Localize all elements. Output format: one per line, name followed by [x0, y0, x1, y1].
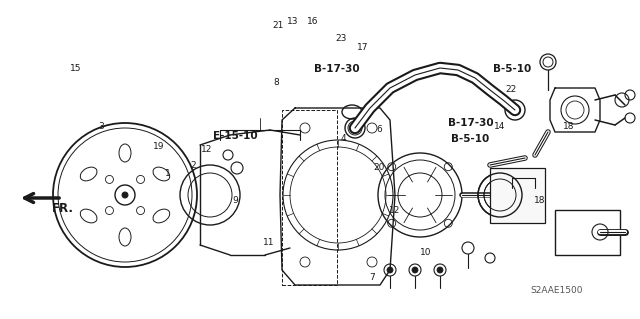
Bar [282, 110, 337, 285]
Text: 23: 23 [335, 34, 347, 43]
Text: 16: 16 [307, 17, 318, 26]
Circle shape [412, 267, 418, 273]
Bar [555, 210, 620, 255]
Text: 18: 18 [563, 122, 574, 130]
Text: 1: 1 [165, 169, 170, 178]
Text: 15: 15 [70, 64, 81, 73]
Text: 14: 14 [493, 122, 505, 130]
Text: 2: 2 [191, 161, 196, 170]
Text: B-5-10: B-5-10 [493, 63, 531, 74]
Circle shape [122, 192, 128, 198]
Text: 20: 20 [373, 163, 385, 172]
Text: 21: 21 [273, 21, 284, 30]
Circle shape [437, 267, 443, 273]
Text: 9: 9 [233, 197, 238, 205]
Text: 22: 22 [505, 85, 516, 94]
Text: 7: 7 [370, 273, 375, 282]
Text: FR.: FR. [52, 202, 74, 214]
Text: 8: 8 [274, 78, 279, 87]
Text: E-15-10: E-15-10 [213, 130, 258, 141]
Text: 13: 13 [287, 17, 299, 26]
Text: 12: 12 [389, 206, 401, 215]
Text: B-17-30: B-17-30 [314, 63, 360, 74]
Text: 10: 10 [420, 248, 431, 256]
Text: B-17-30: B-17-30 [447, 118, 493, 128]
Text: 5: 5 [353, 118, 358, 127]
Text: 6: 6 [376, 125, 381, 134]
Text: B-5-10: B-5-10 [451, 134, 490, 144]
Text: 3: 3 [99, 122, 104, 130]
Text: 19: 19 [153, 142, 164, 151]
Circle shape [387, 267, 393, 273]
Text: S2AAE1500: S2AAE1500 [531, 286, 583, 295]
Text: 11: 11 [263, 238, 275, 247]
Text: 12: 12 [201, 145, 212, 154]
Text: 17: 17 [357, 43, 369, 52]
Text: 4: 4 [341, 134, 346, 143]
Text: 18: 18 [534, 197, 545, 205]
Bar [490, 168, 545, 223]
